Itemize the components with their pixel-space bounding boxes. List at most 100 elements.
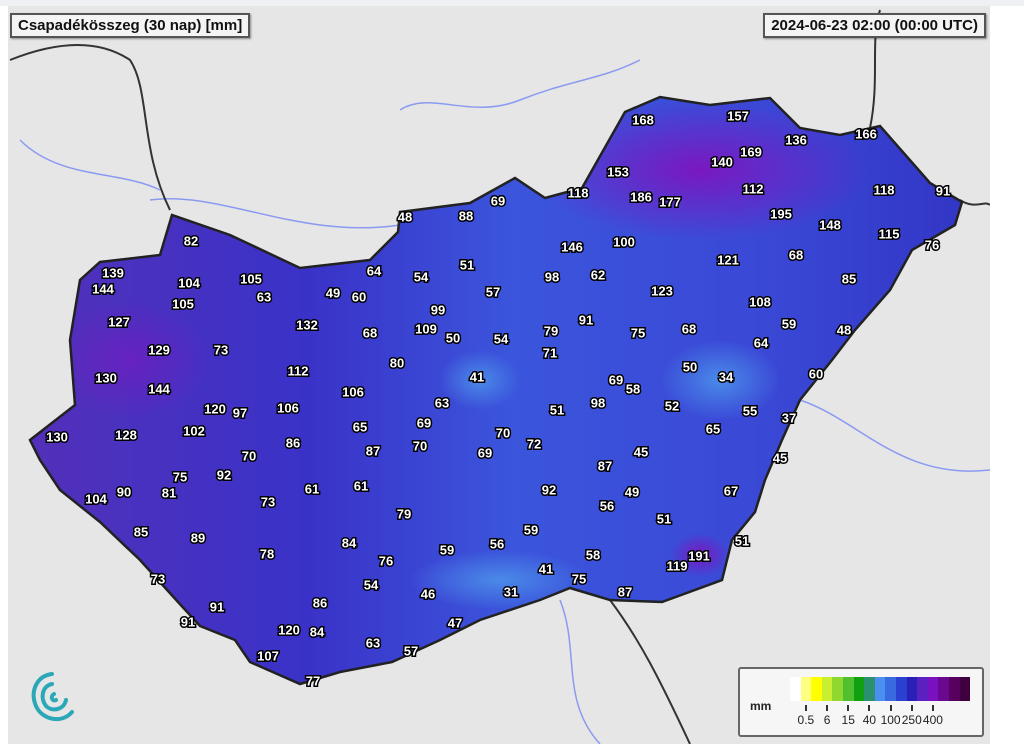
station-value: 45 bbox=[773, 451, 787, 466]
station-value: 48 bbox=[398, 210, 412, 225]
station-value: 129 bbox=[148, 343, 170, 358]
station-value: 78 bbox=[260, 547, 274, 562]
station-value: 112 bbox=[288, 364, 309, 379]
station-value: 136 bbox=[785, 133, 807, 148]
station-value: 75 bbox=[173, 470, 187, 485]
station-value: 52 bbox=[665, 399, 679, 414]
legend-swatch bbox=[927, 677, 939, 701]
station-value: 84 bbox=[310, 625, 325, 640]
station-value: 195 bbox=[770, 207, 792, 222]
rivers bbox=[19, 59, 990, 744]
station-value: 57 bbox=[404, 644, 418, 659]
station-value: 102 bbox=[183, 424, 205, 439]
station-value: 57 bbox=[486, 285, 500, 300]
station-value: 87 bbox=[366, 444, 380, 459]
timestamp: 2024-06-23 02:00 (00:00 UTC) bbox=[763, 13, 986, 38]
station-value: 31 bbox=[504, 585, 518, 600]
station-value: 73 bbox=[151, 572, 165, 587]
station-value: 107 bbox=[257, 649, 279, 664]
station-value: 77 bbox=[306, 674, 320, 689]
legend-unit: mm bbox=[750, 699, 772, 713]
station-value: 54 bbox=[494, 332, 509, 347]
legend-tick-mark bbox=[804, 705, 807, 711]
station-value: 73 bbox=[214, 343, 228, 358]
legend-swatch bbox=[853, 677, 865, 701]
station-value: 63 bbox=[257, 290, 271, 305]
station-value: 55 bbox=[743, 404, 757, 419]
station-value: 104 bbox=[178, 276, 200, 291]
station-value: 98 bbox=[545, 270, 559, 285]
station-value: 153 bbox=[607, 165, 629, 180]
station-value: 75 bbox=[572, 572, 586, 587]
legend-tick-label: 15 bbox=[841, 713, 855, 727]
station-value: 68 bbox=[789, 248, 803, 263]
station-value: 130 bbox=[95, 371, 117, 386]
top-bar bbox=[0, 0, 1024, 6]
station-value: 71 bbox=[543, 346, 557, 361]
station-value: 54 bbox=[414, 270, 429, 285]
station-value: 91 bbox=[936, 184, 950, 199]
station-value: 56 bbox=[600, 499, 614, 514]
legend-swatch bbox=[938, 677, 949, 701]
station-value: 81 bbox=[162, 486, 176, 501]
station-value: 85 bbox=[134, 525, 148, 540]
legend-tick-label: 100 bbox=[880, 713, 901, 727]
station-value: 139 bbox=[102, 266, 124, 281]
station-value: 47 bbox=[448, 616, 462, 631]
station-value: 132 bbox=[296, 318, 318, 333]
station-value: 144 bbox=[148, 382, 170, 397]
station-value: 146 bbox=[561, 240, 583, 255]
station-value: 69 bbox=[478, 446, 492, 461]
station-value: 89 bbox=[191, 531, 205, 546]
station-value: 177 bbox=[659, 195, 681, 210]
station-value: 92 bbox=[217, 468, 231, 483]
legend-tick-label: 250 bbox=[901, 713, 922, 727]
station-value: 84 bbox=[342, 536, 357, 551]
station-value: 69 bbox=[417, 416, 431, 431]
station-value: 56 bbox=[490, 537, 504, 552]
station-value: 49 bbox=[326, 286, 340, 301]
legend-tick-mark bbox=[931, 705, 934, 711]
station-value: 186 bbox=[630, 190, 652, 205]
station-value: 75 bbox=[631, 326, 645, 341]
station-value: 120 bbox=[204, 402, 226, 417]
station-value: 86 bbox=[313, 596, 327, 611]
station-value: 65 bbox=[353, 420, 367, 435]
station-value: 64 bbox=[367, 264, 382, 279]
legend-swatch bbox=[800, 677, 812, 701]
station-value: 90 bbox=[117, 485, 131, 500]
station-value: 79 bbox=[397, 507, 411, 522]
station-value: 91 bbox=[210, 600, 224, 615]
station-value: 87 bbox=[618, 585, 632, 600]
legend-color-bar bbox=[790, 677, 971, 701]
legend-swatch bbox=[821, 677, 833, 701]
station-value: 82 bbox=[184, 234, 198, 249]
station-value: 144 bbox=[92, 282, 114, 297]
station-value: 41 bbox=[539, 562, 553, 577]
station-value: 63 bbox=[435, 396, 449, 411]
station-value: 68 bbox=[363, 326, 377, 341]
station-value: 59 bbox=[440, 543, 454, 558]
station-value: 104 bbox=[85, 492, 107, 507]
color-legend: mm 0.5 6 15 40 100 250 400 bbox=[738, 667, 984, 737]
legend-tick-label: 0.5 bbox=[797, 713, 815, 727]
station-value: 120 bbox=[278, 623, 300, 638]
legend-tick-mark bbox=[868, 705, 871, 711]
legend-swatch bbox=[959, 677, 971, 701]
station-value: 64 bbox=[754, 336, 769, 351]
station-value: 34 bbox=[719, 370, 734, 385]
station-value: 76 bbox=[925, 238, 939, 253]
station-value: 106 bbox=[277, 401, 299, 416]
station-value: 91 bbox=[181, 615, 195, 630]
station-value: 118 bbox=[568, 186, 589, 201]
station-value: 105 bbox=[172, 297, 194, 312]
station-value: 62 bbox=[591, 268, 605, 283]
station-value: 80 bbox=[390, 356, 404, 371]
legend-tick-label: 40 bbox=[862, 713, 877, 727]
station-value: 50 bbox=[446, 331, 460, 346]
station-value: 63 bbox=[366, 636, 380, 651]
station-value: 48 bbox=[837, 323, 851, 338]
station-value: 68 bbox=[682, 322, 696, 337]
station-value: 140 bbox=[711, 155, 733, 170]
legend-tick-mark bbox=[826, 705, 829, 711]
